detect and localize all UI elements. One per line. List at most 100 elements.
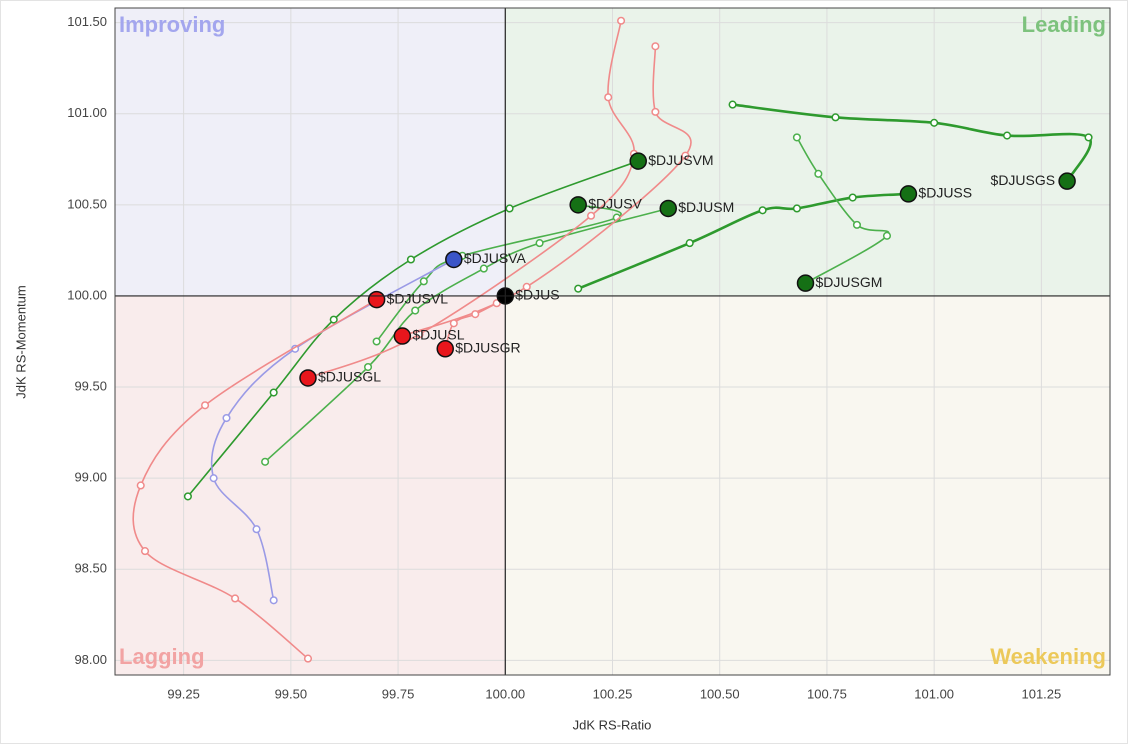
head-marker — [796, 274, 815, 292]
tail-point — [535, 239, 544, 248]
x-tick-label: 101.25 — [1021, 686, 1061, 701]
tail-point — [201, 401, 210, 410]
head-marker — [569, 196, 587, 214]
tail-point — [252, 525, 261, 534]
tail-point — [479, 264, 488, 273]
axes: 99.25 99.50 99.75 100.00 100.25 100.50 100.75 1… — [67, 7, 1111, 701]
tail-point — [587, 211, 596, 220]
quadrant — [505, 8, 1111, 296]
tail-point — [269, 596, 278, 605]
y-tick-label: 100.50 — [67, 196, 107, 211]
quadrant — [115, 8, 506, 296]
tail — [444, 302, 498, 350]
tail-point — [814, 169, 823, 178]
tail-point — [1003, 131, 1012, 140]
series-label: $DJUSGM — [815, 274, 882, 290]
tail-point — [261, 457, 270, 466]
tail-point — [522, 282, 531, 291]
tail-point — [136, 481, 145, 490]
y-tick-label: 100.00 — [67, 287, 107, 302]
y-tick-label: 99.00 — [74, 470, 107, 485]
tail-point — [140, 547, 150, 556]
tail-point — [882, 231, 892, 240]
y-tick-label: 99.50 — [74, 378, 107, 393]
tail — [187, 160, 639, 497]
tail-point — [492, 299, 501, 308]
x-tick-label: 100.50 — [700, 686, 740, 701]
tail-point — [792, 204, 801, 213]
head-marker — [659, 199, 678, 218]
tails — [132, 16, 1093, 663]
x-axis-title: JdK RS-Ratio — [573, 717, 652, 732]
head-marker — [629, 152, 647, 170]
tail-point — [574, 284, 583, 293]
tail-point — [852, 220, 862, 229]
head-marker — [1058, 172, 1076, 190]
quadrant-label: Lagging — [119, 644, 205, 669]
series-label: $DJUSGS — [991, 172, 1056, 188]
quadrant — [505, 295, 1111, 675]
tail-point — [617, 16, 626, 25]
tail-point — [792, 133, 801, 142]
x-tick-label: 99.50 — [275, 686, 308, 701]
tail-point — [303, 654, 313, 663]
tail-point — [758, 206, 767, 215]
head-marker — [445, 250, 463, 269]
tail-point — [831, 113, 840, 122]
quadrant-label: Weakening — [990, 644, 1106, 669]
tail-point — [231, 594, 240, 603]
x-tick-label: 99.25 — [167, 686, 200, 701]
series-label: $DJUSVL — [387, 290, 449, 306]
head-marker — [299, 369, 317, 387]
x-tick-label: 100.25 — [593, 686, 633, 701]
tail-point — [1084, 133, 1093, 142]
tail-point — [363, 362, 373, 372]
tail-point — [728, 100, 737, 109]
series-label: $DJUSS — [918, 185, 972, 201]
x-tick-label: 100.75 — [807, 686, 847, 701]
tail-point — [651, 42, 660, 51]
tail — [264, 207, 669, 463]
series-label: $DJUSM — [678, 199, 734, 215]
heads: $DJUSGS $DJUSS $DJUSGM $DJUSVM $DJUSM $DJUSV $… — [299, 152, 1076, 387]
x-tick-label: 101.00 — [914, 686, 954, 701]
series-label: $DJUSGL — [318, 369, 381, 385]
y-tick-label: 101.50 — [67, 14, 107, 29]
quadrant-backgrounds — [115, 8, 1111, 675]
tail — [402, 46, 692, 337]
tail-point — [848, 193, 857, 202]
tail-point — [651, 107, 660, 116]
tail-point — [329, 315, 338, 324]
head-marker — [367, 290, 386, 309]
head-marker — [393, 327, 412, 345]
head-marker — [436, 340, 454, 358]
series-label: $DJUSGR — [455, 339, 520, 355]
series-label: $DJUSL — [412, 327, 464, 343]
tail-point — [419, 277, 428, 286]
tail — [375, 204, 622, 342]
tail-point — [415, 330, 424, 339]
series-label: $DJUSV — [588, 196, 642, 212]
y-tick-label: 98.50 — [74, 561, 107, 576]
quadrant-labels: Improving Leading Lagging Weakening — [119, 12, 1106, 669]
plot-border — [114, 7, 1111, 676]
tail-point — [505, 204, 514, 213]
quadrant-label: Improving — [119, 12, 225, 37]
series-label: $DJUS — [515, 287, 559, 303]
x-tick-label: 100.00 — [485, 686, 525, 701]
tail-point — [604, 93, 613, 102]
series-label: $DJUSVA — [464, 250, 527, 266]
tail-point — [681, 151, 690, 160]
tail-point — [222, 413, 231, 423]
y-tick-label: 98.00 — [74, 652, 107, 667]
quadrant — [115, 295, 506, 675]
series-label: $DJUSVM — [648, 152, 713, 168]
tail-point — [183, 492, 192, 501]
tail-point — [406, 255, 415, 264]
tail-point — [411, 306, 420, 315]
tail-point — [372, 337, 381, 346]
x-tick-label: 99.75 — [382, 686, 415, 701]
tail-point — [269, 388, 278, 397]
tail-point — [685, 239, 694, 248]
